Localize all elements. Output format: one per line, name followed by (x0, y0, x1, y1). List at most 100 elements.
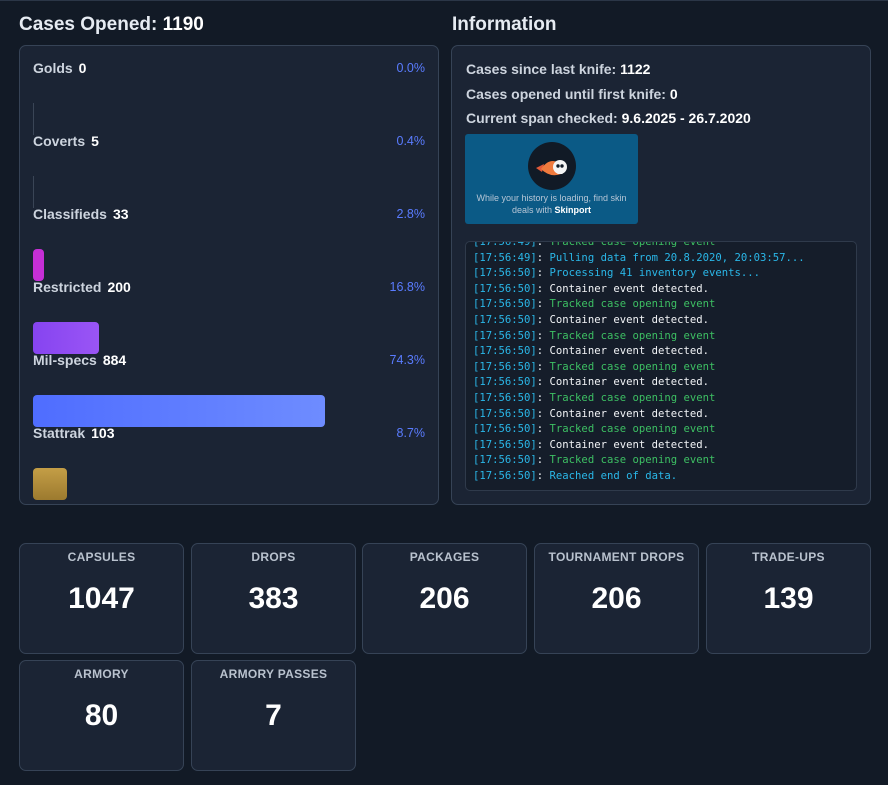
rarity-count: 5 (91, 133, 99, 149)
rarity-label: Stattrak 103 (33, 425, 115, 441)
rarity-bar (33, 176, 34, 208)
log-message: Tracked case opening event (549, 360, 716, 373)
log-timestamp: [17:56:50] (473, 469, 537, 482)
log-timestamp: [17:56:50] (473, 454, 537, 467)
info-cases-since-last-knife: Cases since last knife: 1122 (466, 61, 651, 77)
log-message: Container event detected. (549, 407, 709, 420)
log-message: Tracked case opening event (549, 391, 716, 404)
stat-label: ARMORY (74, 667, 129, 681)
log-timestamp: [17:56:49] (473, 251, 537, 264)
rarity-name: Restricted (33, 279, 102, 295)
rarity-row-coverts: Coverts 5 0.4% (33, 133, 426, 208)
skinport-ad-banner[interactable]: While your history is loading, find skin… (465, 134, 638, 224)
log-timestamp: [17:56:49] (473, 241, 537, 248)
log-message: Processing 41 inventory events... (549, 267, 761, 280)
stat-value: 206 (419, 582, 470, 615)
log-line: [17:56:50]: Tracked case opening event (473, 391, 716, 404)
info-current-span: Current span checked: 9.6.2025 - 26.7.20… (466, 110, 751, 126)
rarity-percentage: 8.7% (396, 426, 426, 440)
log-line: [17:56:50]: Tracked case opening event (473, 454, 716, 467)
rarity-panel: Golds 0 0.0% Coverts 5 0.4% Classifieds 33 2.8% R… (19, 45, 439, 505)
stat-value: 80 (84, 699, 119, 732)
rarity-count: 0 (78, 60, 87, 76)
stat-value: 206 (591, 582, 642, 615)
rarity-bar (33, 468, 67, 500)
log-line: [17:56:50]: Tracked case opening event (473, 423, 716, 436)
top-divider (0, 0, 888, 1)
stat-card-tournament-drops: TOURNAMENT DROPS 206 (534, 543, 699, 654)
log-line: [17:56:50]: Container event detected. (473, 376, 709, 389)
stat-card-armory: ARMORY 80 (19, 660, 184, 771)
log-message: Tracked case opening event (549, 298, 716, 311)
log-timestamp: [17:56:50] (473, 267, 537, 280)
log-line: [17:56:49]: Pulling data from 20.8.2020,… (473, 251, 805, 264)
log-line: [17:56:50]: Container event detected. (473, 313, 709, 326)
log-message: Container event detected. (549, 345, 709, 358)
info-cases-until-first-knife: Cases opened until first knife: 0 (466, 86, 678, 102)
rarity-name: Golds (33, 60, 73, 76)
rarity-row-restricted: Restricted 200 16.8% (33, 279, 425, 354)
log-timestamp: [17:56:50] (473, 423, 537, 436)
rarity-bar (33, 395, 325, 427)
stat-label: TRADE-UPS (752, 550, 825, 564)
log-message: Pulling data from 20.8.2020, 20:03:57... (549, 251, 805, 264)
log-timestamp: [17:56:50] (473, 298, 537, 311)
rarity-label: Mil-specs 884 (33, 352, 126, 368)
log-timestamp: [17:56:50] (473, 407, 537, 420)
information-heading: Information (452, 14, 557, 35)
activity-log[interactable]: [17:56:49]: Tracked case opening event [1… (465, 241, 857, 491)
ad-brand: Skinport (554, 205, 592, 215)
log-line: [17:56:50]: Tracked case opening event (473, 298, 716, 311)
rarity-label: Golds 0 (33, 60, 86, 76)
rarity-bar (33, 249, 44, 281)
rarity-count: 33 (112, 206, 129, 222)
rarity-percentage: 0.4% (396, 134, 426, 148)
log-message: Tracked case opening event (549, 329, 716, 342)
rarity-row-classifieds: Classifieds 33 2.8% (33, 206, 425, 281)
rarity-percentage: 74.3% (389, 353, 425, 367)
cases-opened-count: 1190 (162, 14, 204, 35)
stat-value: 7 (265, 699, 282, 732)
log-message: Reached end of data. (549, 469, 678, 482)
stat-card-capsules: CAPSULES 1047 (19, 543, 184, 654)
cases-opened-heading: Cases Opened: 1190 (19, 14, 204, 36)
rarity-label: Coverts 5 (33, 133, 99, 149)
rarity-percentage: 0.0% (396, 61, 426, 75)
information-panel: Cases since last knife: 1122 Cases opene… (451, 45, 871, 505)
log-timestamp: [17:56:50] (473, 438, 537, 451)
log-timestamp: [17:56:50] (473, 282, 537, 295)
log-line: [17:56:50]: Container event detected. (473, 282, 709, 295)
log-line: [17:56:50]: Tracked case opening event (473, 329, 716, 342)
log-line: [17:56:49]: Tracked case opening event (473, 241, 805, 251)
log-message: Tracked case opening event (549, 423, 716, 436)
stat-label: TOURNAMENT DROPS (548, 550, 685, 564)
rarity-label: Restricted 200 (33, 279, 131, 295)
log-line: [17:56:50]: Reached end of data. (473, 469, 678, 482)
stat-value: 1047 (68, 582, 135, 615)
rarity-count: 200 (107, 279, 131, 295)
stat-label: ARMORY PASSES (219, 667, 328, 681)
rarity-count: 103 (91, 425, 115, 441)
log-line: [17:56:50]: Processing 41 inventory even… (473, 267, 761, 280)
stat-value: 383 (248, 582, 299, 615)
cases-opened-label: Cases Opened: (19, 14, 158, 35)
stat-card-drops: DROPS 383 (191, 543, 356, 654)
log-timestamp: [17:56:50] (473, 313, 537, 326)
rarity-row-golds: Golds 0 0.0% (33, 60, 426, 135)
stat-card-packages: PACKAGES 206 (362, 543, 527, 654)
stat-label: DROPS (251, 550, 296, 564)
log-line: [17:56:50]: Container event detected. (473, 407, 709, 420)
log-message: Container event detected. (549, 438, 709, 451)
log-message: Tracked case opening event (549, 454, 716, 467)
log-message: Container event detected. (549, 376, 709, 389)
stat-label: PACKAGES (409, 550, 480, 564)
rarity-percentage: 16.8% (389, 280, 425, 294)
log-timestamp: [17:56:50] (473, 345, 537, 358)
stat-value: 139 (763, 582, 814, 615)
stat-card-armory-passes: ARMORY PASSES 7 (191, 660, 356, 771)
log-timestamp: [17:56:50] (473, 360, 537, 373)
log-line: [17:56:50]: Container event detected. (473, 438, 709, 451)
log-message: Container event detected. (549, 313, 709, 326)
rarity-label: Classifieds 33 (33, 206, 129, 222)
rarity-bar (33, 322, 99, 354)
